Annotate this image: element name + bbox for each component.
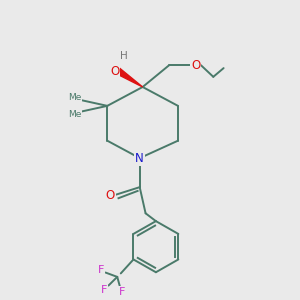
Text: F: F (98, 265, 104, 275)
Text: H: H (120, 52, 128, 61)
Text: Me: Me (68, 110, 82, 119)
Text: N: N (135, 152, 144, 165)
Text: Me: Me (68, 93, 82, 102)
Text: O: O (191, 59, 200, 72)
Text: F: F (101, 285, 107, 295)
Text: F: F (118, 287, 125, 297)
Text: O: O (110, 64, 119, 77)
Text: O: O (106, 189, 115, 203)
Polygon shape (118, 67, 142, 87)
